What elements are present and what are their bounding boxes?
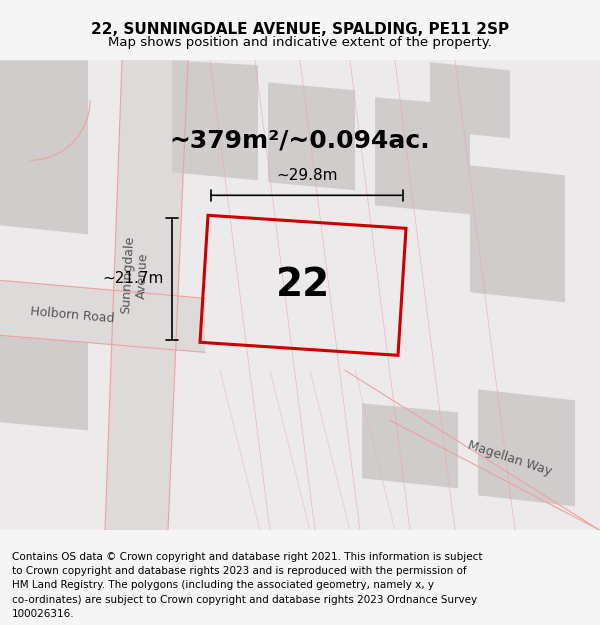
Text: co-ordinates) are subject to Crown copyright and database rights 2023 Ordnance S: co-ordinates) are subject to Crown copyr… [12,594,477,604]
Polygon shape [478,389,575,506]
Text: Sunningdale
Avenue: Sunningdale Avenue [119,236,151,315]
Text: Map shows position and indicative extent of the property.: Map shows position and indicative extent… [108,36,492,49]
Text: 22: 22 [276,266,330,304]
Polygon shape [0,60,600,530]
Text: 100026316.: 100026316. [12,609,74,619]
Text: Holborn Road: Holborn Road [29,305,115,326]
Text: to Crown copyright and database rights 2023 and is reproduced with the permissio: to Crown copyright and database rights 2… [12,566,467,576]
Polygon shape [0,60,88,130]
Polygon shape [470,165,565,302]
Polygon shape [0,90,88,234]
Text: HM Land Registry. The polygons (including the associated geometry, namely x, y: HM Land Registry. The polygons (includin… [12,580,434,590]
Polygon shape [430,62,510,138]
Polygon shape [362,403,458,488]
Text: ~21.7m: ~21.7m [103,271,164,286]
Polygon shape [0,280,205,352]
Text: Contains OS data © Crown copyright and database right 2021. This information is : Contains OS data © Crown copyright and d… [12,552,482,562]
Text: ~29.8m: ~29.8m [276,168,338,182]
Polygon shape [105,60,188,530]
Polygon shape [0,335,88,430]
Text: 22, SUNNINGDALE AVENUE, SPALDING, PE11 2SP: 22, SUNNINGDALE AVENUE, SPALDING, PE11 2… [91,22,509,37]
Text: ~379m²/~0.094ac.: ~379m²/~0.094ac. [170,128,430,152]
Polygon shape [375,98,470,214]
Polygon shape [172,60,258,180]
Text: Magellan Way: Magellan Way [466,439,554,478]
Polygon shape [268,82,355,190]
